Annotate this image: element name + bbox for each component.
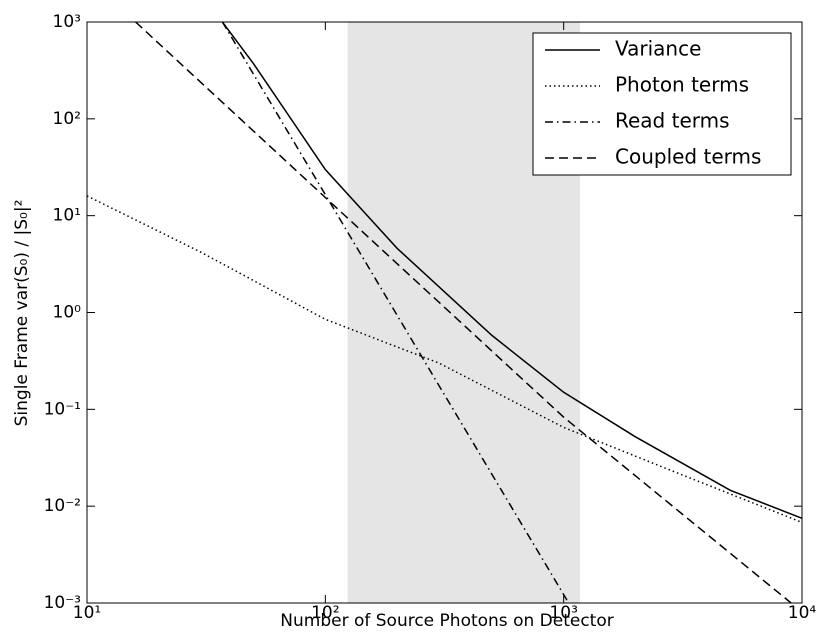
x-tick-label: 10² xyxy=(311,603,339,623)
legend-label: Coupled terms xyxy=(615,145,761,169)
x-tick-label: 10¹ xyxy=(73,603,101,623)
series-line xyxy=(135,22,792,603)
x-tick-label: 10³ xyxy=(549,603,577,623)
y-tick-label: 10⁰ xyxy=(53,303,82,323)
y-tick-label: 10⁻³ xyxy=(44,593,81,613)
series-line xyxy=(87,195,802,524)
legend-label: Read terms xyxy=(615,109,730,133)
series-line xyxy=(221,22,802,519)
y-axis-label: Single Frame var(S₀) / |S₀|² xyxy=(12,200,32,427)
y-tick-label: 10¹ xyxy=(53,206,81,226)
legend-box xyxy=(532,32,792,176)
legend-label: Photon terms xyxy=(615,73,749,97)
y-tick-label: 10⁻² xyxy=(44,496,81,516)
y-tick-label: 10² xyxy=(53,109,81,129)
x-tick-label: 10⁴ xyxy=(788,603,817,623)
legend-label: Variance xyxy=(615,37,701,61)
series-line xyxy=(221,22,570,603)
x-axis-label: Number of Source Photons on Detector xyxy=(280,611,613,631)
y-tick-label: 10³ xyxy=(53,12,81,32)
y-tick-label: 10⁻¹ xyxy=(44,399,81,419)
